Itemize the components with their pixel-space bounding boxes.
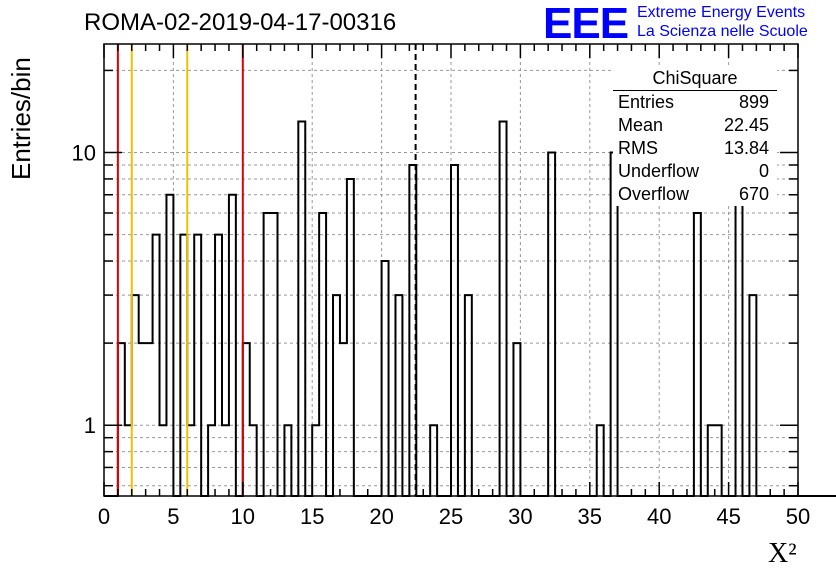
logo-mark: EEE — [543, 0, 629, 48]
histogram-bin — [194, 235, 201, 496]
stats-value: 670 — [738, 184, 769, 204]
x-tick-label: 50 — [786, 504, 810, 529]
histogram-bin — [118, 343, 125, 496]
stats-label: Mean — [618, 115, 664, 135]
x-tick-label: 0 — [98, 504, 110, 529]
histogram-bin — [333, 295, 340, 496]
histogram-bin — [694, 213, 701, 496]
x-tick-label: 40 — [647, 504, 671, 529]
logo-line2: La Scienza nelle Scuole — [637, 23, 808, 40]
histogram-bin — [139, 343, 146, 496]
histogram-bin — [340, 343, 347, 496]
x-tick-label: 5 — [167, 504, 179, 529]
stats-label: Underflow — [618, 161, 700, 181]
y-tick-label: 10 — [72, 141, 96, 166]
histogram-bin — [513, 343, 520, 496]
stats-row-rms: RMS 13.84 — [613, 137, 777, 160]
tick-labels: 0 5 10 15 20 25 30 35 40 45 50 1 10 — [72, 141, 811, 529]
x-tick-label: 10 — [231, 504, 255, 529]
stats-value: 899 — [738, 92, 769, 112]
histogram-bin — [180, 235, 187, 496]
x-tick-label: 30 — [508, 504, 532, 529]
histogram-bin — [166, 195, 173, 496]
histogram-bin — [153, 235, 160, 496]
x-tick-label: 35 — [578, 504, 602, 529]
stats-value: 13.84 — [723, 138, 769, 158]
logo-line1: Extreme Energy Events — [637, 4, 806, 21]
stats-title: ChiSquare — [613, 66, 777, 91]
y-tick-label: 1 — [84, 413, 96, 438]
histogram-bin — [271, 213, 278, 496]
stats-row-mean: Mean 22.45 — [613, 114, 777, 137]
histogram-bin — [146, 343, 153, 496]
x-tick-label: 45 — [716, 504, 740, 529]
x-tick-label: 15 — [300, 504, 324, 529]
histogram-bin — [215, 235, 222, 496]
histogram-bin — [736, 165, 743, 496]
marker-lines — [116, 44, 417, 496]
x-axis-label: X² — [768, 538, 797, 569]
histogram-bin — [548, 153, 555, 496]
stats-label: RMS — [618, 138, 658, 158]
stats-value: 0 — [758, 161, 769, 181]
stats-row-entries: Entries 899 — [613, 91, 777, 114]
histogram-bin — [132, 295, 139, 496]
histogram-bin — [243, 343, 250, 496]
stats-value: 22.45 — [723, 115, 769, 135]
histogram-bin — [451, 165, 458, 496]
stats-label: Overflow — [618, 184, 690, 204]
histogram-bin — [465, 295, 472, 496]
histogram-bin — [298, 121, 305, 496]
stats-row-underflow: Underflow 0 — [613, 160, 777, 183]
stats-box: ChiSquare Entries 899 Mean 22.45 RMS 13.… — [613, 66, 777, 206]
histogram-bin — [749, 295, 756, 496]
y-axis-label: Entries/bin — [6, 57, 36, 180]
stats-row-overflow: Overflow 670 — [613, 183, 777, 206]
histogram-bin — [319, 213, 326, 496]
axis-ticks — [103, 44, 799, 496]
x-tick-label: 20 — [369, 504, 393, 529]
histogram-bin — [500, 121, 507, 496]
histogram-bin — [264, 213, 271, 496]
eee-logo: EEE Extreme Energy Events La Scienza nel… — [543, 2, 833, 46]
chart-title: ROMA-02-2019-04-17-00316 — [84, 9, 397, 36]
x-tick-label: 25 — [439, 504, 463, 529]
stats-label: Entries — [618, 92, 675, 112]
histogram-bin — [395, 295, 402, 496]
histogram-bin — [382, 261, 389, 496]
histogram-bin — [347, 179, 354, 496]
histogram-bin — [229, 195, 236, 496]
